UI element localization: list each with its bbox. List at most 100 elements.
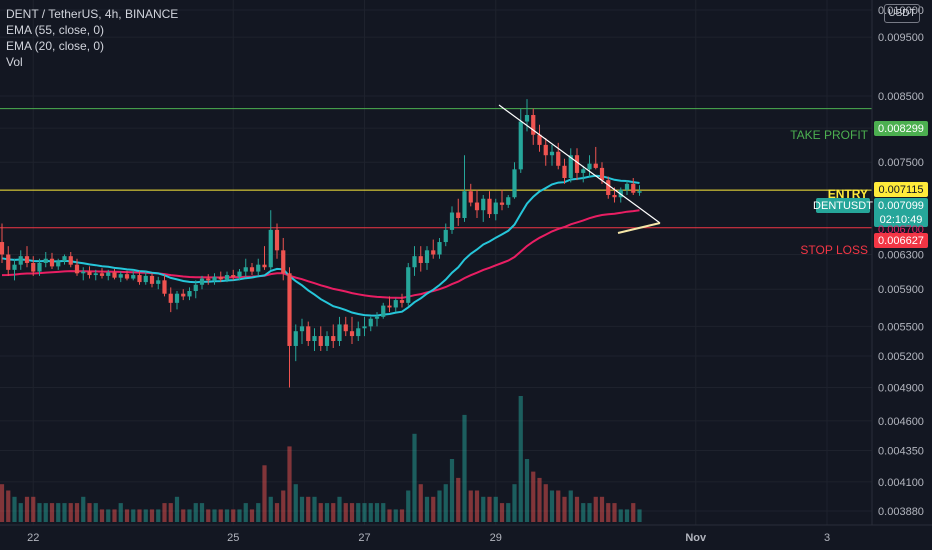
volume-bar: [199, 503, 205, 522]
price-tick-label: 0.008500: [878, 91, 924, 103]
volume-bar: [24, 496, 30, 522]
candle: [543, 138, 548, 166]
currency-button[interactable]: USDT: [884, 4, 920, 23]
candle: [568, 148, 573, 183]
candle: [287, 267, 292, 388]
candle-body: [406, 267, 411, 303]
candle-body: [312, 336, 317, 341]
volume-bar: [237, 509, 242, 522]
candle-body: [368, 318, 373, 327]
candle: [306, 321, 311, 346]
candle-body: [574, 155, 580, 173]
candle-body: [381, 305, 386, 317]
candle-body: [606, 180, 611, 195]
candle: [87, 266, 92, 279]
descending-trendline[interactable]: [498, 104, 661, 224]
candle: [193, 280, 198, 299]
candle-body: [81, 271, 86, 274]
volume-bar: [118, 503, 123, 522]
volume-bar: [349, 503, 355, 522]
volume-bar: [112, 509, 117, 522]
candle-body: [124, 274, 130, 279]
volume-bar: [224, 509, 230, 522]
candle-body: [424, 250, 430, 263]
candle-body: [212, 276, 217, 281]
candle-body: [237, 271, 242, 277]
volume-bar: [631, 503, 636, 522]
volume-bar: [556, 490, 561, 522]
candle: [556, 142, 561, 170]
candle: [443, 223, 448, 247]
candle-body: [531, 115, 536, 135]
volume-bar: [174, 496, 180, 522]
candle: [243, 258, 248, 277]
indicator-ema20[interactable]: EMA (20, close, 0): [6, 39, 105, 53]
ema20-line: [1, 174, 640, 317]
candle: [106, 269, 111, 281]
time-axis[interactable]: 22252729Nov35810: [27, 532, 932, 544]
volume-bar: [0, 484, 5, 522]
candle: [549, 144, 555, 166]
candle-body: [181, 293, 186, 297]
candle: [406, 262, 411, 306]
candle: [143, 271, 148, 285]
candle: [37, 258, 42, 276]
candle: [449, 206, 455, 234]
candle: [581, 165, 586, 183]
candle: [137, 270, 142, 285]
candle: [174, 291, 180, 310]
candle-body: [524, 115, 530, 122]
time-tick-label: Nov: [685, 532, 707, 544]
time-tick-label: 25: [227, 532, 239, 544]
volume-bar: [231, 509, 236, 522]
volume-bar: [599, 496, 605, 522]
volume-bar: [306, 496, 311, 522]
volume-bar: [581, 503, 586, 522]
candle-body: [393, 300, 398, 308]
volume-bar: [512, 484, 517, 522]
candle-body: [487, 198, 492, 215]
candle-body: [356, 328, 361, 337]
stop-loss-price: 0.006627: [878, 235, 924, 247]
candle-body: [549, 151, 555, 156]
candle-body: [518, 121, 523, 170]
candle-body: [162, 280, 167, 294]
volume-bars: [0, 396, 642, 522]
candle: [62, 254, 67, 265]
candle-body: [587, 163, 592, 170]
candle-body: [631, 183, 636, 193]
candle: [356, 321, 361, 341]
volume-bar: [412, 433, 417, 522]
entry-price: 0.007115: [878, 184, 923, 196]
candle: [431, 239, 436, 259]
candle-body: [537, 134, 542, 145]
price-tick-label: 0.003880: [878, 506, 924, 518]
indicator-ema55[interactable]: EMA (55, close, 0): [6, 23, 105, 37]
candle-body: [456, 212, 461, 218]
candle: [349, 316, 355, 344]
price-tick-label: 0.004350: [878, 445, 924, 457]
symbol-title[interactable]: DENT / TetherUS, 4h, BINANCE: [6, 7, 179, 21]
price-tick-label: 0.010000: [878, 5, 924, 17]
volume-bar: [618, 509, 623, 522]
candle: [512, 162, 517, 199]
candle: [499, 189, 505, 211]
candle: [74, 258, 80, 276]
candle-body: [318, 336, 323, 346]
candle-body: [18, 256, 23, 265]
candle-body: [24, 256, 30, 263]
time-tick-label: 3: [824, 532, 830, 544]
volume-bar: [474, 490, 480, 522]
candle-body: [268, 229, 273, 268]
candle: [574, 148, 580, 181]
candle-body: [206, 278, 211, 281]
volume-bar: [368, 503, 373, 522]
candle-body: [137, 275, 142, 283]
indicator-volume[interactable]: Vol: [6, 55, 23, 69]
take-profit-label: TAKE PROFIT: [790, 128, 868, 142]
ascending-trendline[interactable]: [617, 222, 661, 234]
volume-bar: [612, 503, 617, 522]
candle-body: [224, 275, 230, 280]
